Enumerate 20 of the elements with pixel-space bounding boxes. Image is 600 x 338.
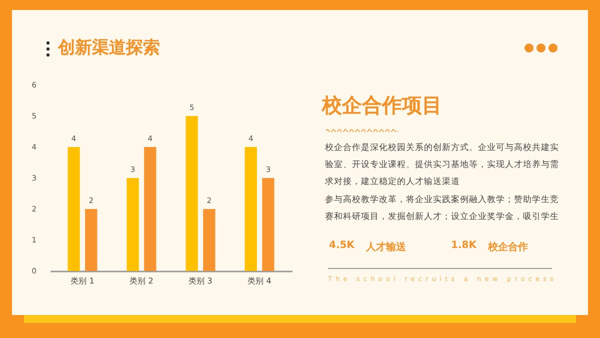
x-tick-label: 类别 4 [248,276,272,286]
text: 校企合作是深化校园关系的创新方式。企业可与高校共建实验室、开设专业课程、提供实习基地等，实现人才培养与需求对接，建立稳定的人才输送渠道 [325,142,560,189]
bar [262,178,274,271]
bar [126,178,139,271]
bar [244,147,257,271]
text: 1.8K [451,240,476,251]
text: 人才输送 [366,240,406,254]
text: 参与高校教学改革，将企业实践案例融入教学；赞助学生竞赛和科研项目，发掘创新人才；设立企业奖学金，吸引学生 [325,194,560,224]
bar [68,147,80,271]
x-tick-label: 类别 1 [70,276,94,286]
bar [85,209,98,271]
text: 校企合作 [488,240,528,254]
text: 校企合作项目 [322,92,442,119]
text: 4.5K [329,240,354,251]
bar [144,147,156,271]
x-tick-label: 类别 2 [130,276,154,286]
x-tick-label: 类别 3 [188,276,212,286]
bar [186,116,198,271]
chart-title: 创新渠道探索 [58,37,160,59]
bar [203,209,216,271]
